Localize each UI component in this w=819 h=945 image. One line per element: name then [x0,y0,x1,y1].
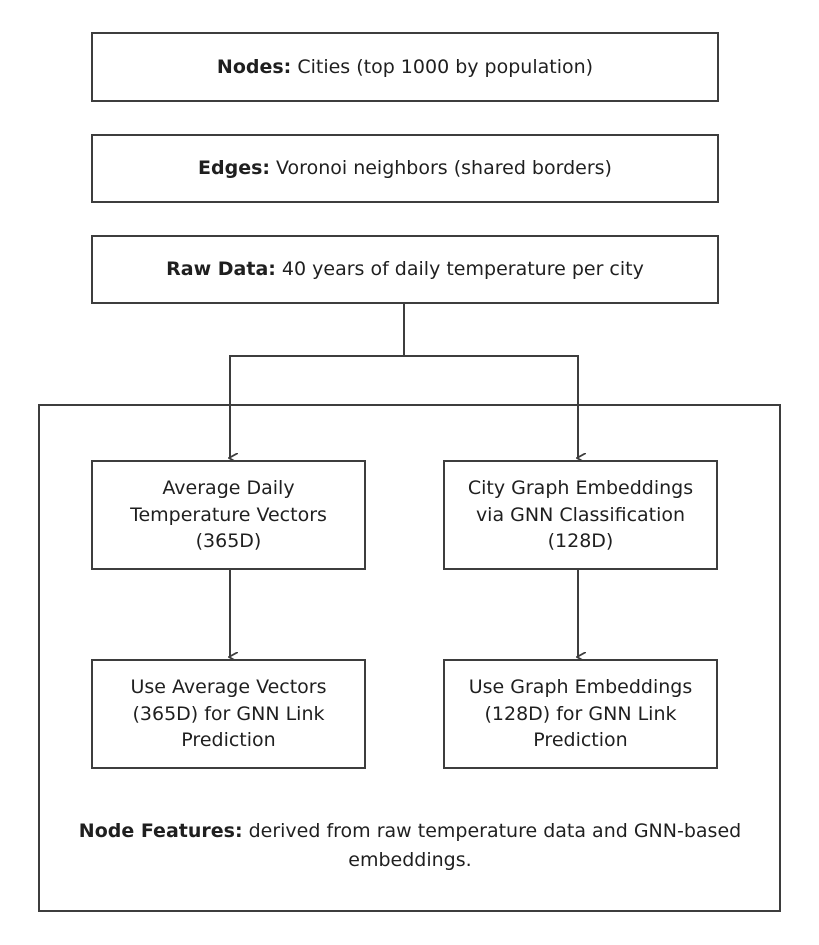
node-features-label: Node Features: [78,820,243,842]
branch-connector-right [404,355,578,458]
edges-box: Edges: Voronoi neighbors (shared borders… [91,134,719,203]
branch-connector-left [230,355,404,458]
use-average-vectors-text: Use Average Vectors (365D) for GNN Link … [130,676,327,752]
use-graph-embeddings-box: Use Graph Embeddings (128D) for GNN Link… [443,659,718,769]
node-features-group [38,404,781,912]
average-vectors-text: Average Daily Temperature Vectors (365D) [130,477,327,553]
average-vectors-box: Average Daily Temperature Vectors (365D) [91,460,366,570]
nodes-box: Nodes: Cities (top 1000 by population) [91,32,719,102]
edges-text: Voronoi neighbors (shared borders) [270,157,612,180]
raw-data-text: 40 years of daily temperature per city [275,258,644,281]
nodes-text: Cities (top 1000 by population) [291,55,594,78]
graph-embeddings-text: City Graph Embeddings via GNN Classifica… [467,477,694,553]
use-graph-embeddings-text: Use Graph Embeddings (128D) for GNN Link… [468,676,693,752]
edges-label: Edges: [198,157,270,180]
node-features-caption: Node Features: derived from raw temperat… [60,817,760,876]
raw-data-box: Raw Data: 40 years of daily temperature … [91,235,719,304]
graph-embeddings-box: City Graph Embeddings via GNN Classifica… [443,460,718,570]
raw-data-label: Raw Data: [166,258,276,281]
nodes-label: Nodes: [216,55,292,78]
use-average-vectors-box: Use Average Vectors (365D) for GNN Link … [91,659,366,769]
node-features-text: derived from raw temperature data and GN… [242,820,748,872]
